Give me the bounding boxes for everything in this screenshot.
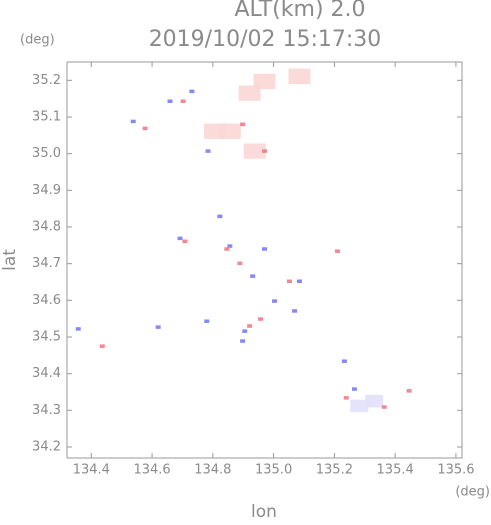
data-point	[75, 327, 81, 331]
data-point	[204, 319, 210, 323]
data-point	[238, 85, 261, 101]
x-tick-label: 135.6	[437, 463, 474, 478]
data-point	[258, 317, 264, 321]
y-tick-label: 34.4	[32, 366, 61, 381]
altitude: ALT(km) 2.0	[234, 0, 365, 22]
data-point	[406, 389, 412, 393]
data-point	[365, 394, 384, 408]
data-point	[242, 329, 248, 333]
data-point	[203, 123, 226, 139]
y-tick-label: 34.7	[32, 256, 61, 271]
data-point	[350, 399, 369, 413]
data-point	[288, 68, 311, 84]
data-point	[224, 247, 230, 251]
data-point	[182, 239, 188, 244]
data-point	[177, 236, 183, 241]
data-point	[253, 73, 276, 90]
x-unit: (deg)	[455, 485, 490, 500]
data-point	[381, 405, 387, 409]
x-tick-label: 134.8	[194, 463, 231, 478]
data-point	[262, 247, 267, 251]
data-point	[296, 279, 302, 284]
data-point	[351, 387, 357, 391]
y-tick-label: 35.1	[32, 110, 61, 125]
x-tick-label: 135.2	[316, 463, 353, 478]
y-tick-label: 34.5	[32, 330, 61, 345]
data-point	[217, 214, 223, 219]
plot-frame	[66, 61, 463, 459]
data-point	[343, 396, 349, 400]
data-point	[262, 149, 267, 153]
data-point	[227, 244, 233, 248]
data-point	[240, 339, 246, 343]
data-point	[99, 344, 105, 348]
data-point	[247, 324, 253, 328]
data-point	[205, 149, 211, 153]
y-tick-label: 34.9	[32, 183, 61, 198]
data-point	[250, 274, 256, 278]
x-tick-label: 134.4	[73, 463, 110, 478]
y-unit: (deg)	[20, 33, 55, 48]
y-tick-label: 34.2	[32, 440, 61, 455]
data-point	[130, 119, 136, 124]
data-point	[142, 126, 148, 131]
x-label: lon	[251, 502, 277, 521]
data-point	[189, 89, 195, 94]
data-point	[240, 122, 246, 127]
y-tick-label: 34.3	[32, 403, 61, 418]
data-point	[292, 309, 298, 313]
data-point	[243, 143, 266, 159]
data-point	[341, 359, 347, 363]
x-tick-label: 135.0	[255, 463, 292, 478]
y-tick-label: 34.6	[32, 293, 61, 308]
y-tick-label: 35.0	[32, 146, 61, 161]
x-tick-label: 135.4	[377, 463, 414, 478]
data-point	[180, 99, 186, 103]
data-point	[155, 325, 161, 329]
y-label: lat	[0, 249, 20, 271]
data-point	[167, 99, 173, 103]
data-point	[334, 249, 340, 253]
y-tick-label: 35.2	[32, 73, 61, 88]
y-tick-label: 34.8	[32, 220, 61, 235]
x-tick-label: 134.6	[133, 463, 170, 478]
data-point	[237, 261, 243, 266]
data-point	[272, 299, 278, 303]
chart-title: 2019/10/02 15:17:30	[149, 27, 382, 52]
data-point	[286, 279, 292, 284]
